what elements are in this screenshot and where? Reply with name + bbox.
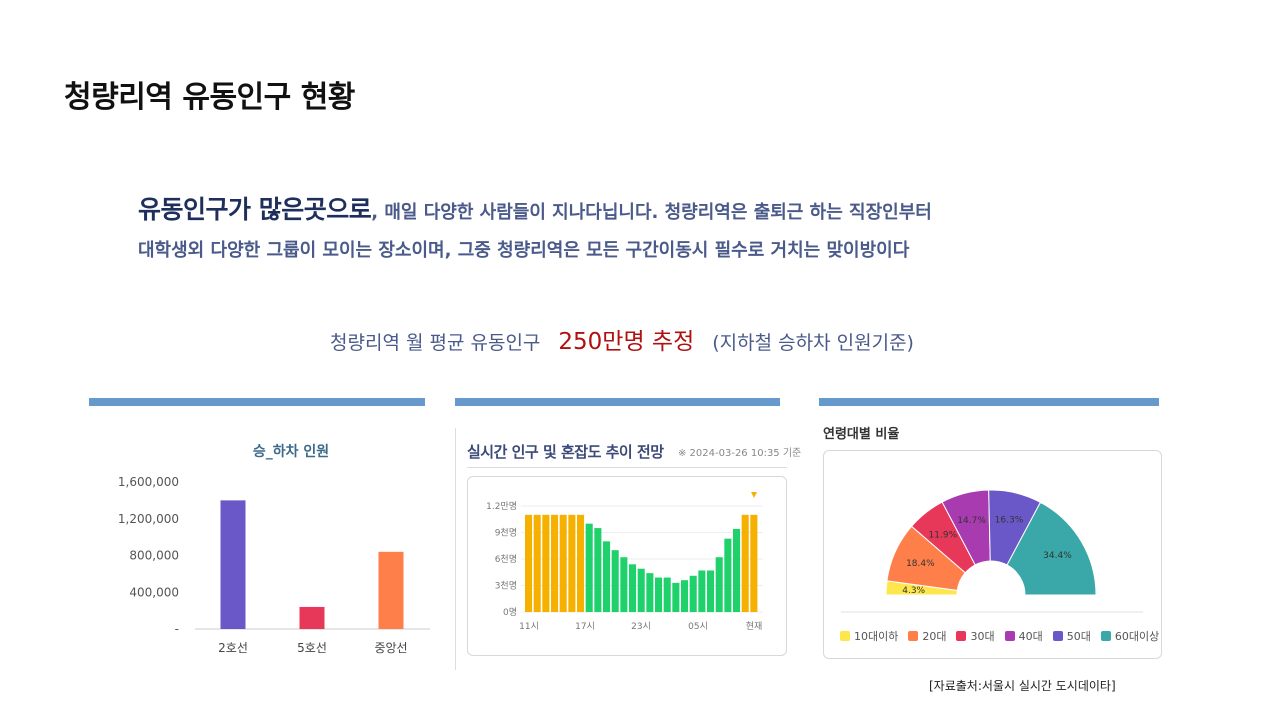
- legend-label: 40대: [1018, 630, 1043, 643]
- legend-swatch: [1052, 631, 1063, 641]
- crowd-bar: [733, 528, 741, 612]
- ridership-bar: [378, 551, 404, 629]
- slice-value-label: 16.3%: [995, 516, 1024, 526]
- crowd-bar: [689, 575, 697, 612]
- legend-swatch: [840, 631, 850, 641]
- x-tick-label: 23시: [631, 621, 651, 632]
- panel-bar-accent-1: [89, 398, 425, 406]
- estimate-prefix: 청량리역 월 평균 유동인구: [330, 332, 541, 354]
- legend-label: 10대이하: [854, 630, 899, 643]
- crowd-bar: [577, 514, 585, 612]
- crowd-bar: [559, 514, 567, 612]
- legend-label: 30대: [970, 630, 995, 643]
- intro-line-1: 유동인구가 많은곳으로, 매일 다양한 사람들이 지나다닙니다. 청량리역은 출…: [138, 190, 932, 226]
- age-panel-title: 연령대별 비율: [823, 427, 900, 442]
- x-tick-label: 05시: [688, 621, 708, 632]
- crowd-bar: [629, 564, 637, 612]
- x-tick-label: 11시: [519, 621, 539, 632]
- legend-swatch: [908, 631, 919, 641]
- crowd-bar: [724, 538, 732, 612]
- legend-label: 50대: [1066, 630, 1091, 643]
- crowd-bar: [663, 577, 671, 612]
- slice-value-label: 18.4%: [906, 559, 935, 569]
- y-tick-label: 1,200,000: [118, 512, 179, 526]
- legend-item: 20대: [908, 628, 946, 644]
- age-legend: 10대이하 20대 30대 40대 50대 60대이상: [840, 628, 1159, 644]
- crowd-bar: [525, 514, 533, 612]
- slice-value-label: 34.4%: [1043, 551, 1072, 561]
- crowd-bar: [655, 577, 663, 612]
- crowd-panel-title: 실시간 인구 및 혼잡도 추이 전망: [467, 443, 664, 461]
- crowd-bar: [741, 514, 749, 612]
- x-tick-label: 중앙선: [374, 641, 407, 655]
- legend-swatch: [1004, 631, 1015, 641]
- crowd-bar: [585, 523, 593, 612]
- ridership-bar-chart: 승_하차 인원 1,600,000 1,200,000 800,000 400,000…: [118, 443, 430, 655]
- x-tick-label: 2호선: [218, 641, 248, 655]
- population-estimate: 청량리역 월 평균 유동인구 250만명 추정 (지하철 승하차 인원기준): [330, 322, 914, 356]
- intro-line-2: 대학생외 다양한 그룹이 모이는 장소이며, 그중 청량리역은 모든 구간이동시…: [138, 240, 910, 261]
- legend-label: 60대이상: [1114, 630, 1160, 643]
- y-tick-label: 9천명: [495, 528, 517, 539]
- slice-value-label: 14.7%: [957, 516, 986, 526]
- y-tick-label: 800,000: [129, 549, 179, 563]
- legend-swatch: [1100, 631, 1111, 641]
- y-tick-label: 1,600,000: [118, 475, 179, 489]
- current-marker-icon: [751, 492, 757, 498]
- intro-lead: 유동인구가 많은곳으로: [138, 195, 372, 224]
- crowd-timestamp: ※ 2024-03-26 10:35 기준: [678, 448, 802, 459]
- crowd-bar: [698, 570, 706, 612]
- crowd-bar: [533, 514, 541, 612]
- panel-bar-accent-2: [455, 398, 780, 406]
- legend-item: 50대: [1052, 628, 1091, 644]
- ridership-chart-title: 승_하차 인원: [253, 443, 329, 460]
- ridership-bar: [299, 606, 325, 629]
- crowd-bar: [542, 514, 550, 612]
- page-title: 청량리역 유동인구 현황: [64, 80, 355, 115]
- crowd-bar: [750, 514, 758, 612]
- x-tick-label: 5호선: [297, 641, 327, 655]
- legend-item: 10대이하: [840, 628, 898, 644]
- intro-line-1-rest: , 매일 다양한 사람들이 지나다닙니다. 청량리역은 출퇴근 하는 직장인부터: [371, 202, 932, 223]
- ridership-bar: [220, 500, 246, 629]
- x-tick-label: 현재: [746, 621, 763, 632]
- age-slice: [1006, 501, 1097, 596]
- crowd-bar: [594, 528, 602, 612]
- data-source: [자료출처:서울시 실시간 도시데이타]: [929, 679, 1116, 693]
- y-tick-label: 1.2만명: [486, 501, 517, 512]
- crowd-bar: [620, 557, 628, 612]
- crowd-title-underline: [467, 467, 787, 468]
- crowd-bar: [568, 514, 576, 612]
- crowd-trend-chart: 1.2만명 9천명 6천명 3천명 0명 11시 17시 23시 05시 현재: [486, 492, 763, 632]
- crowd-bar: [672, 582, 680, 612]
- crowd-bar: [646, 573, 654, 612]
- panel-bar-accent-3: [819, 398, 1159, 406]
- crowd-bar: [603, 541, 611, 612]
- y-tick-label: 3천명: [495, 581, 517, 592]
- legend-label: 20대: [922, 630, 947, 643]
- slice-value-label: 11.9%: [929, 530, 958, 540]
- crowd-bar: [681, 580, 689, 612]
- legend-item: 40대: [1004, 628, 1043, 644]
- crowd-bar: [715, 557, 723, 612]
- crowd-bar: [637, 568, 645, 612]
- slice-value-label: 4.3%: [902, 586, 925, 596]
- estimate-highlight: 250만명 추정: [558, 329, 695, 355]
- legend-swatch: [956, 631, 967, 641]
- y-tick-label: 0명: [503, 607, 517, 618]
- panel-divider: [455, 428, 456, 670]
- y-tick-label: 6천명: [495, 554, 517, 565]
- legend-item: 30대: [956, 628, 995, 644]
- y-tick-label: -: [175, 622, 179, 636]
- crowd-bar: [551, 514, 559, 612]
- crowd-bar: [611, 550, 619, 612]
- crowd-bar: [707, 570, 715, 612]
- x-tick-label: 17시: [575, 621, 595, 632]
- legend-item: 60대이상: [1100, 628, 1160, 644]
- age-ratio-chart: 4.3% 18.4% 11.9% 14.7% 16.3% 34.4%: [841, 489, 1143, 613]
- y-tick-label: 400,000: [129, 585, 179, 599]
- estimate-suffix: (지하철 승하차 인원기준): [712, 332, 914, 354]
